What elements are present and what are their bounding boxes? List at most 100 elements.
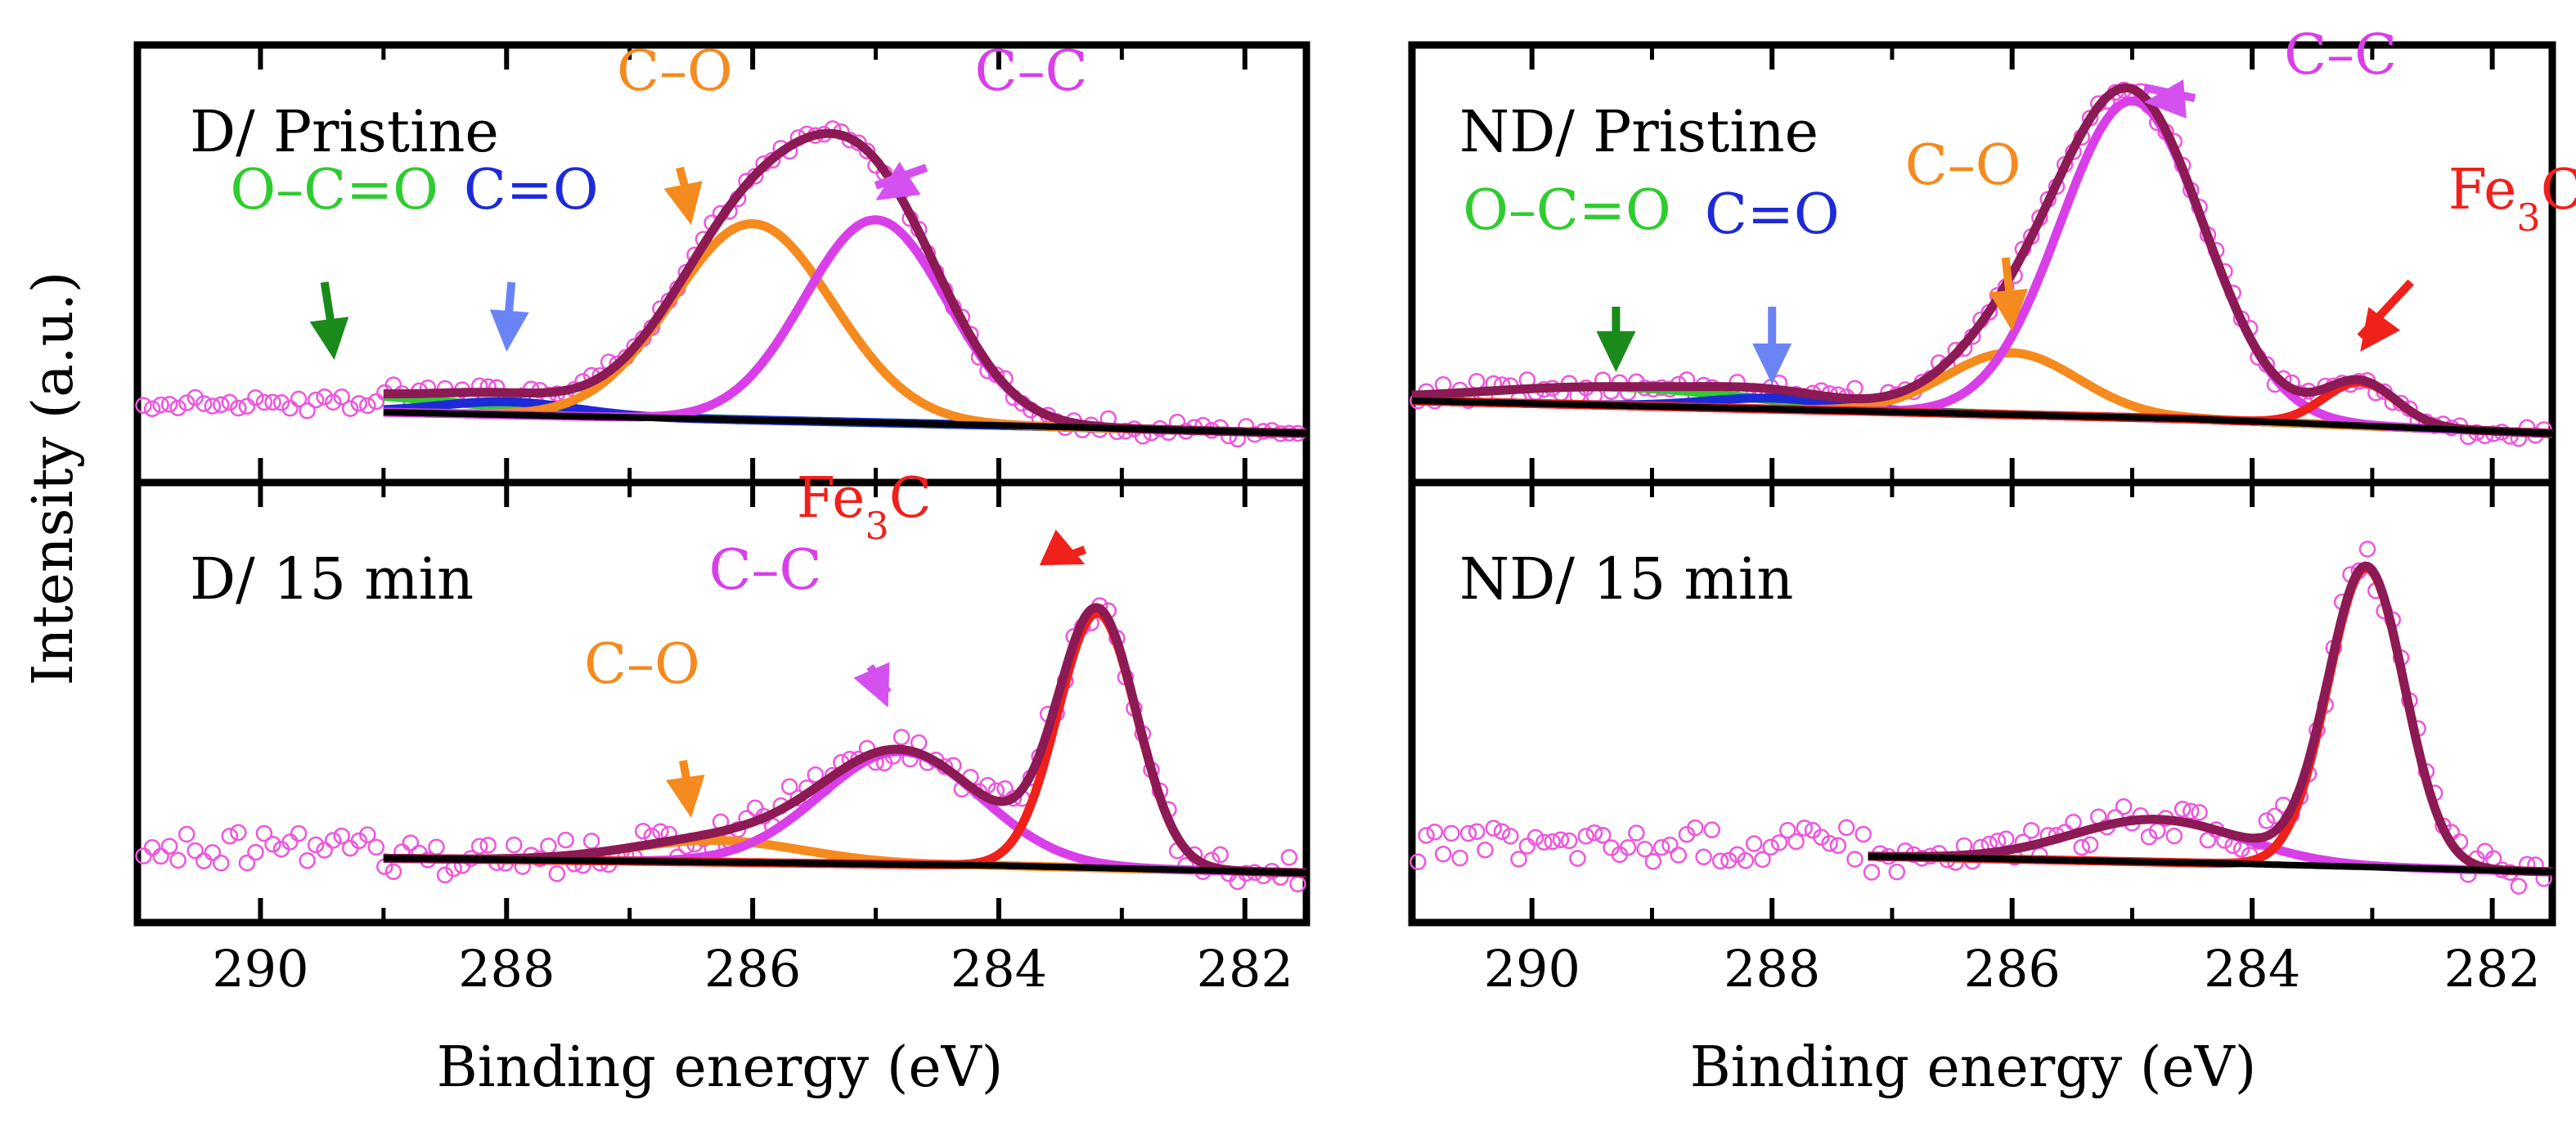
data-point [255, 824, 273, 842]
data-point [1418, 827, 1435, 844]
data-point [1510, 851, 1527, 868]
data-point [359, 397, 376, 415]
annotation-o-ceqo: O–C=O [1463, 178, 1671, 372]
data-point [1754, 851, 1771, 869]
data-point [230, 824, 247, 842]
data-point [307, 391, 325, 409]
data-point [187, 388, 204, 406]
data-point [290, 824, 308, 842]
data-point [160, 395, 178, 413]
data-point [264, 393, 281, 411]
data-point [1628, 824, 1645, 842]
data-point [2073, 838, 2091, 856]
arrow-head [1752, 343, 1792, 384]
x-tick-label: 282 [1197, 939, 1293, 999]
data-point [160, 837, 178, 855]
arrow-head [309, 317, 349, 360]
annotation-label: C–O [1905, 133, 2021, 198]
arrow-head [1989, 289, 2029, 331]
data-point [746, 799, 764, 817]
data-point [1619, 838, 1637, 856]
data-point [384, 863, 402, 880]
data-point [359, 826, 376, 843]
baseline-curve [383, 409, 1307, 437]
data-point [350, 832, 368, 850]
data-point [2510, 878, 2528, 895]
data-point [2140, 828, 2158, 846]
data-point [238, 854, 256, 872]
arrow-head [853, 662, 890, 707]
data-point [2115, 798, 2133, 815]
arrow-head [2360, 307, 2401, 352]
annotation-label: C=O [1705, 182, 1840, 247]
arrow-head [1596, 331, 1636, 372]
annotation-label: C–C [974, 39, 1087, 104]
arrow-head [875, 161, 921, 200]
data-point [1813, 828, 1830, 846]
x-tick-label: 286 [704, 939, 801, 999]
data-point [221, 827, 239, 845]
data-point [1577, 828, 1595, 845]
data-point [1652, 838, 1670, 856]
x-tick-label: 288 [1724, 939, 1820, 999]
arrow-head [666, 775, 705, 818]
data-point [652, 823, 669, 840]
annotation-label: Fe3C [797, 466, 932, 548]
data-point [1585, 824, 1603, 842]
annotation-fe3c: Fe3C [797, 466, 1086, 566]
data-point [1720, 851, 1738, 869]
data-point [169, 851, 187, 869]
data-point [1729, 846, 1746, 864]
data-point [2065, 813, 2082, 831]
data-point [1569, 850, 1586, 867]
x-tick-label: 288 [458, 939, 555, 999]
data-point [195, 852, 213, 869]
data-point [1552, 831, 1570, 848]
data-point [506, 836, 523, 854]
data-point [1468, 823, 1486, 841]
data-point [1451, 849, 1468, 867]
data-point [247, 843, 264, 861]
annotation-ceqo: C=O [1705, 182, 1840, 384]
data-point [1644, 853, 1662, 870]
data-point [195, 395, 213, 412]
panel-frame [1408, 478, 2556, 927]
annotation-label: Fe3C [2448, 158, 2576, 240]
data-point [341, 400, 359, 417]
data-point [1670, 846, 1688, 864]
data-point [307, 836, 325, 854]
data-point [2358, 541, 2376, 558]
data-point [1280, 849, 1298, 866]
data-point [333, 827, 350, 845]
x-tick-label: 290 [1484, 939, 1580, 999]
data-point [221, 393, 239, 411]
data-point [135, 847, 152, 864]
data-point [1695, 848, 1712, 866]
annotation-c-c: C–C [709, 538, 892, 707]
annotation-label: C–O [584, 632, 700, 697]
data-point [2199, 831, 2217, 849]
data-point [428, 838, 445, 855]
data-point [1796, 819, 1814, 837]
data-point [1544, 833, 1561, 851]
data-point [2258, 812, 2276, 829]
data-point [1409, 853, 1427, 871]
baseline-curve [1411, 397, 2553, 437]
data-point [350, 394, 368, 412]
data-point [135, 397, 152, 414]
data-point [1762, 838, 1779, 856]
data-point [230, 399, 247, 417]
data-point [324, 832, 342, 849]
data-point [2191, 804, 2208, 821]
data-point [1434, 846, 1452, 863]
data-point [2174, 801, 2192, 818]
data-point [634, 823, 652, 840]
data-point [316, 842, 333, 859]
data-point [299, 402, 316, 420]
data-point [1787, 833, 1805, 851]
arrow-head [663, 181, 703, 225]
x-ticks: 290 288 286 284 282 [1484, 483, 2541, 999]
annotation-c-c: C–C [2143, 23, 2397, 119]
